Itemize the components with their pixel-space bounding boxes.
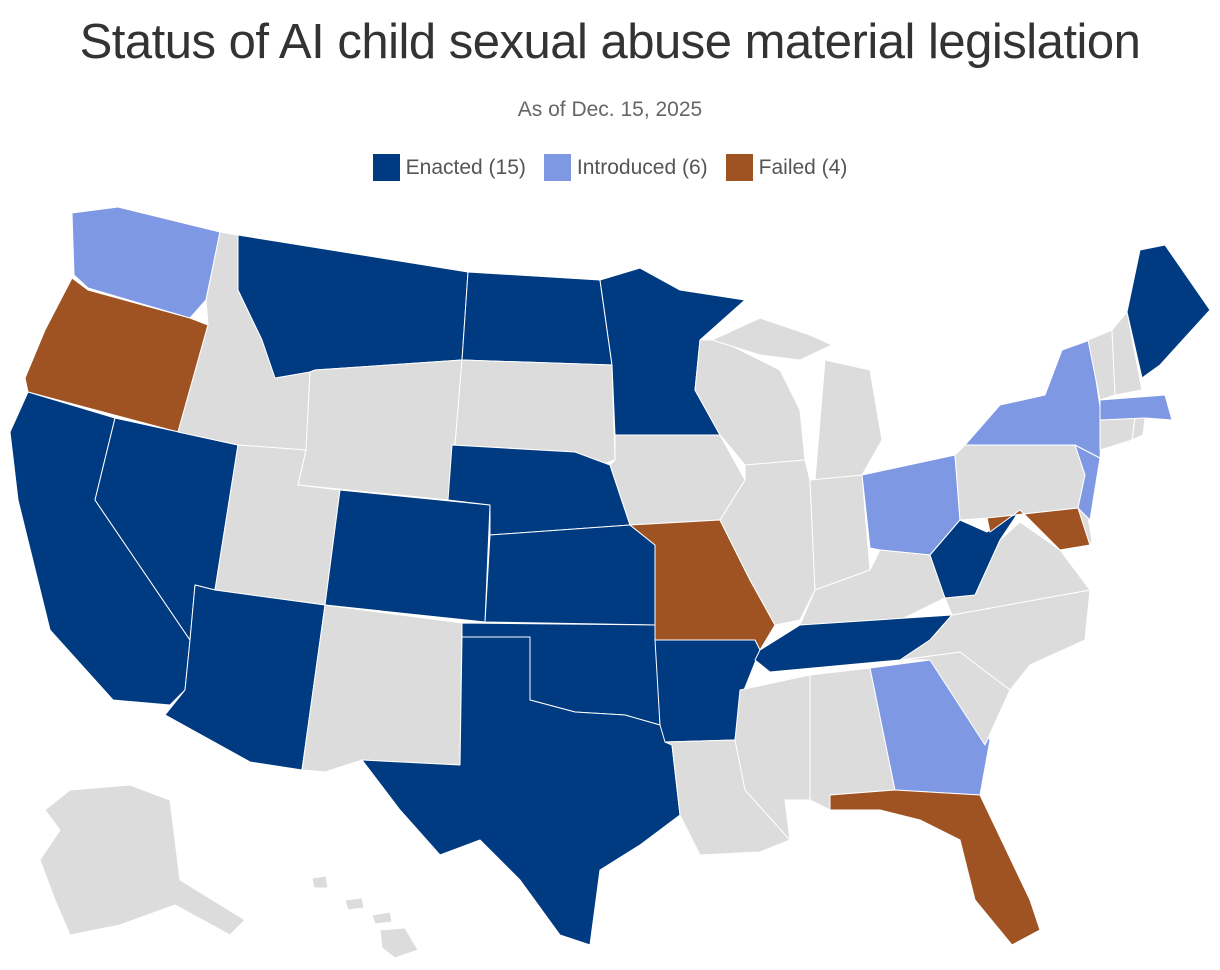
state-nh bbox=[1111, 311, 1143, 396]
state-hi bbox=[311, 875, 419, 959]
legend: Enacted (15) Introduced (6) Failed (4) bbox=[0, 154, 1220, 181]
legend-item-enacted: Enacted (15) bbox=[372, 154, 526, 181]
state-shape bbox=[297, 359, 463, 501]
state-wa bbox=[71, 206, 221, 319]
state-shape bbox=[814, 359, 883, 481]
state-shape bbox=[39, 784, 246, 936]
state-shape bbox=[869, 659, 991, 796]
legend-label: Introduced (6) bbox=[576, 155, 708, 179]
legend-label: Enacted (15) bbox=[405, 155, 526, 179]
state-shape bbox=[344, 897, 365, 911]
state-shape bbox=[964, 339, 1103, 459]
state-shape bbox=[719, 459, 816, 626]
state-me bbox=[1126, 244, 1211, 379]
state-shape bbox=[711, 317, 833, 361]
legend-label: Failed (4) bbox=[758, 155, 848, 179]
state-wy bbox=[297, 359, 463, 501]
state-shape bbox=[829, 789, 1041, 946]
legend-swatch bbox=[543, 154, 571, 181]
state-shape bbox=[301, 604, 463, 773]
state-shape bbox=[237, 234, 469, 379]
state-mt bbox=[237, 234, 469, 379]
state-ma bbox=[1099, 394, 1173, 421]
state-shape bbox=[484, 524, 656, 626]
chart-subtitle: As of Dec. 15, 2025 bbox=[517, 98, 703, 121]
state-tx bbox=[361, 636, 681, 946]
state-mi bbox=[711, 317, 883, 481]
state-shape bbox=[1111, 311, 1143, 396]
state-ct bbox=[1099, 417, 1136, 451]
state-fl bbox=[829, 789, 1041, 946]
state-ny bbox=[964, 339, 1103, 459]
state-shape bbox=[311, 875, 329, 889]
state-shape bbox=[461, 271, 613, 366]
state-shape bbox=[379, 927, 419, 959]
legend-item-introduced: Introduced (6) bbox=[543, 154, 708, 181]
legend-swatch bbox=[372, 154, 400, 181]
state-shape bbox=[929, 509, 1021, 599]
state-shape bbox=[361, 636, 681, 946]
state-shape bbox=[71, 206, 221, 319]
legend-swatch bbox=[725, 154, 753, 181]
state-shape bbox=[324, 489, 491, 623]
state-nm bbox=[301, 604, 463, 773]
state-ak bbox=[39, 784, 246, 936]
state-nd bbox=[461, 271, 613, 366]
state-pa bbox=[954, 444, 1086, 521]
state-shape bbox=[1099, 394, 1173, 421]
state-co bbox=[324, 489, 491, 623]
state-shape bbox=[371, 911, 393, 925]
legend-item-failed: Failed (4) bbox=[725, 154, 848, 181]
state-wv bbox=[929, 509, 1021, 599]
state-shape bbox=[1099, 417, 1136, 451]
state-ga bbox=[869, 659, 991, 796]
chart-title: Status of AI child sexual abuse material… bbox=[79, 15, 1141, 69]
state-shape bbox=[1126, 244, 1211, 379]
state-il bbox=[719, 459, 816, 626]
state-ks bbox=[484, 524, 656, 626]
state-shape bbox=[954, 444, 1086, 521]
